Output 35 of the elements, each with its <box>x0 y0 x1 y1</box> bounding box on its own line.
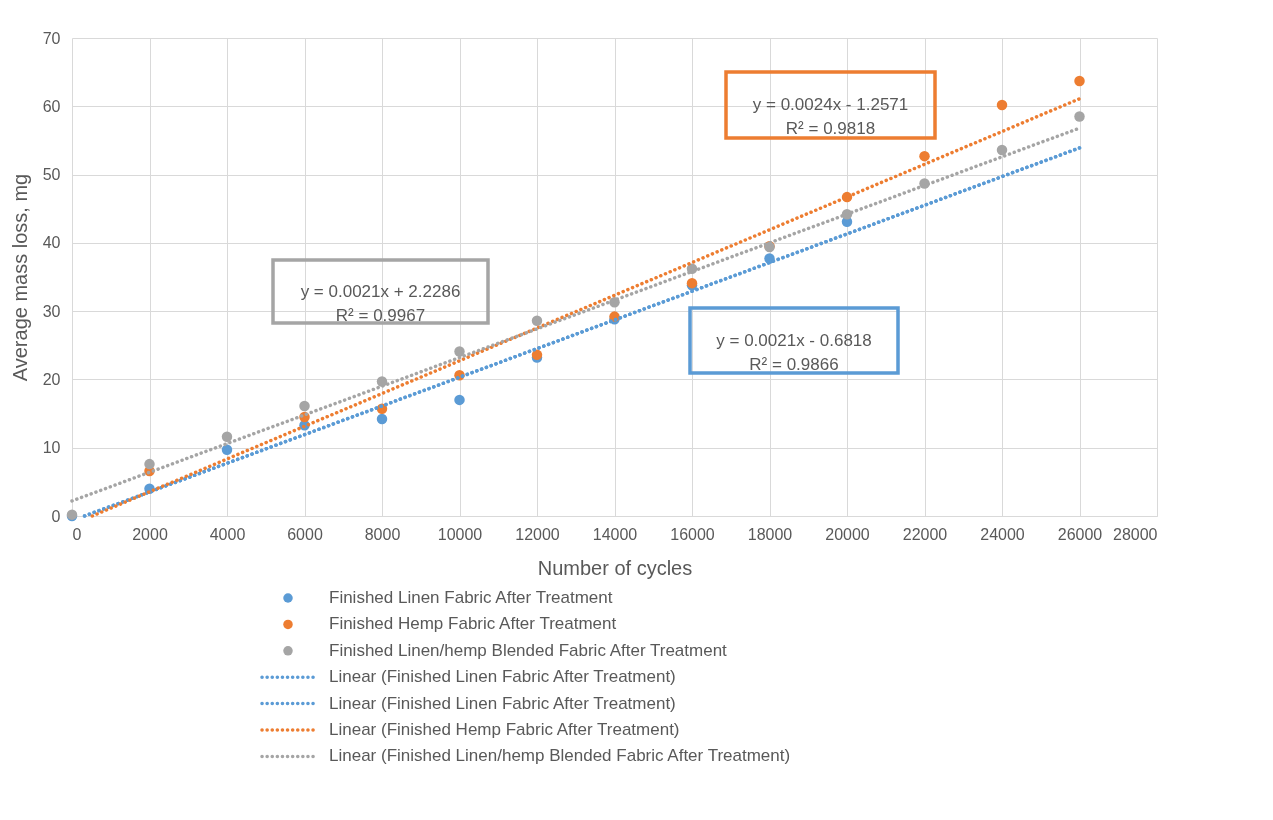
x-tick-label: 18000 <box>747 525 793 543</box>
x-tick-label: 24000 <box>980 525 1025 543</box>
annotation: y = 0.0024x - 1.2571 R² = 0.9818 <box>752 95 909 138</box>
x-tick-label: 22000 <box>902 525 948 543</box>
annotation: y = 0.0021x - 0.6818 R² = 0.9866 <box>716 330 872 374</box>
x-tick-label: 8000 <box>364 525 401 543</box>
x-tick-label: 28000 <box>1113 525 1158 543</box>
x-tick-label: 26000 <box>1057 525 1103 543</box>
x-tick-label: 4000 <box>209 525 246 543</box>
x-tick-label: 6000 <box>287 525 323 543</box>
legend-label: Linear (Finished Linen/hemp Blended Fabric After Treatment) <box>329 746 791 766</box>
x-tick-label: 0 <box>72 525 82 543</box>
y-tick-label: 20 <box>42 370 61 388</box>
legend-label: Finished Linen Fabric After Treatment <box>329 588 613 607</box>
legend-label: Linear (Finished Hemp Fabric After Treatment) <box>329 720 680 739</box>
y-axis-title: Average mass loss, mg <box>8 173 31 382</box>
legend-label: Finished Hemp Fabric After Treatment <box>329 614 617 634</box>
legend-label: Finished Linen/hemp Blended Fabric After Treatment <box>329 640 728 660</box>
x-tick-label: 14000 <box>592 525 638 543</box>
legend-label: Linear (Finished Linen Fabric After Treatment) <box>329 693 676 713</box>
y-tick-label: 60 <box>42 97 61 115</box>
legend-label: Linear (Finished Linen Fabric After Treatment) <box>329 667 676 687</box>
x-tick-label: 12000 <box>515 525 560 543</box>
x-tick-label: 20000 <box>825 525 870 543</box>
x-axis-title: Number of cycles <box>537 556 693 579</box>
y-tick-label: 0 <box>51 507 61 525</box>
x-tick-label: 16000 <box>670 525 715 543</box>
y-tick-label: 50 <box>42 166 61 184</box>
annotation: y = 0.0021x + 2.2286 R² = 0.9967 <box>300 281 461 325</box>
y-tick-label: 30 <box>42 302 61 320</box>
y-tick-label: 70 <box>42 29 61 47</box>
x-tick-label: 2000 <box>132 525 168 543</box>
x-tick-label: 10000 <box>437 525 483 543</box>
y-tick-label: 40 <box>42 234 61 252</box>
y-tick-label: 10 <box>42 439 61 457</box>
